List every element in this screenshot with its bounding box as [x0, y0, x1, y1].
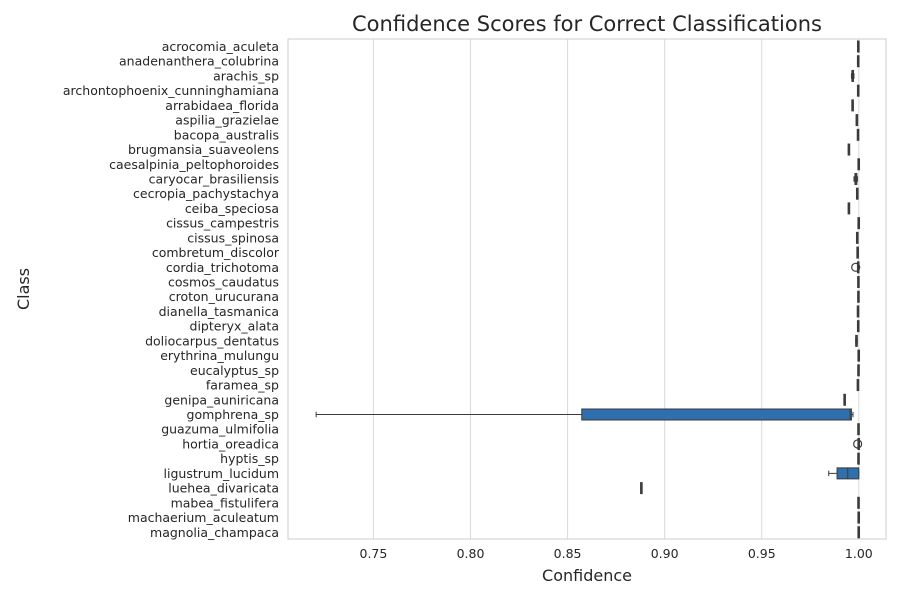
y-tick-label: dianella_tasmanica: [159, 304, 279, 319]
y-tick-label: mabea_fistulifera: [171, 495, 279, 510]
x-tick-label: 0.75: [360, 546, 388, 561]
plot-area: 0.75 0.80 0.85 0.90 0.95 1.00 acrocomia_aculet…: [63, 38, 887, 561]
y-tick-label: dipteryx_alata: [190, 319, 279, 334]
x-tick-label: 1.00: [845, 546, 873, 561]
x-tick-label: 0.95: [748, 546, 776, 561]
y-tick-label: arrabidaea_florida: [165, 98, 279, 113]
y-tick-label: croton_urucurana: [169, 289, 279, 304]
y-tick-label: cissus_spinosa: [187, 230, 279, 245]
plot-frame: [287, 38, 887, 540]
y-tick-label: combretum_discolor: [152, 245, 280, 260]
x-tick-label: 0.90: [651, 546, 679, 561]
y-tick-label: hortia_oreadica: [182, 436, 279, 451]
y-tick-label: cecropia_pachystachya: [133, 186, 279, 201]
y-tick-label: ceiba_speciosa: [185, 201, 279, 216]
y-tick-label: cosmos_caudatus: [168, 275, 279, 290]
y-tick-label: brugmansia_suaveolens: [128, 142, 279, 157]
box-iqr: [581, 408, 852, 421]
y-tick-label: machaerium_aculeatum: [128, 510, 279, 525]
y-tick-label: hyptis_sp: [220, 451, 279, 466]
x-tick-label: 0.80: [457, 546, 485, 561]
y-tick-label: acrocomia_aculeta: [162, 39, 279, 54]
y-tick-label: doliocarpus_dentatus: [145, 333, 279, 348]
y-tick-label: archontophoenix_cunninghamiana: [63, 83, 279, 98]
x-tick-label: 0.85: [554, 546, 582, 561]
y-tick-label: eucalyptus_sp: [190, 363, 279, 378]
y-tick-label: cissus_campestris: [166, 216, 279, 231]
y-tick-label: cordia_trichotoma: [166, 260, 279, 275]
x-axis-label: Confidence: [542, 566, 632, 585]
y-tick-label: erythrina_mulungu: [160, 348, 279, 363]
outlier-point: [851, 262, 861, 272]
outlier-point: [853, 439, 863, 449]
y-tick-label: bacopa_australis: [174, 127, 279, 142]
y-tick-label: luehea_divaricata: [168, 481, 279, 496]
y-tick-label: caesalpinia_peltophoroides: [109, 157, 279, 172]
y-tick-label: guazuma_ulmifolia: [161, 422, 279, 437]
y-tick-label: arachis_sp: [213, 68, 279, 83]
y-tick-label: aspilia_grazielae: [175, 113, 279, 128]
y-tick-label: magnolia_champaca: [150, 525, 279, 540]
y-axis-label: Class: [14, 268, 33, 310]
y-tick-label: faramea_sp: [206, 378, 279, 393]
y-tick-label: anadenanthera_colubrina: [119, 54, 279, 69]
y-tick-label: caryocar_brasiliensis: [149, 171, 279, 186]
y-tick-label: genipa_auniricana: [164, 392, 279, 407]
chart-title: Confidence Scores for Correct Classifica…: [352, 12, 822, 36]
y-tick-label: gomphrena_sp: [187, 407, 280, 422]
y-tick-label: ligustrum_lucidum: [164, 466, 279, 481]
